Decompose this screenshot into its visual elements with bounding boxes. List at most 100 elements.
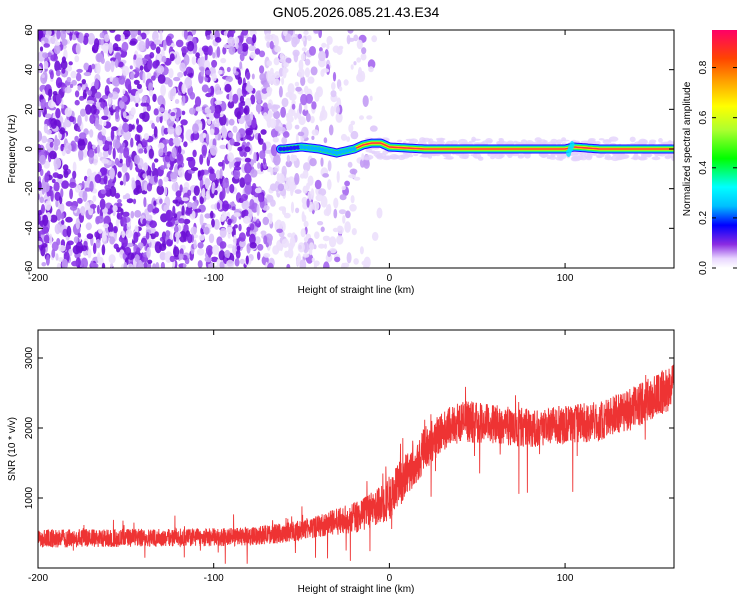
spectrogram-cell xyxy=(330,90,337,98)
spectrogram-cell xyxy=(169,255,175,263)
spectrogram-cell xyxy=(146,72,152,81)
spectrogram-cell xyxy=(301,47,307,52)
spectrogram-cell xyxy=(207,45,213,56)
spectrogram-cell xyxy=(339,194,347,201)
spectrogram-cell xyxy=(151,162,156,172)
spectrogram-cell xyxy=(259,65,265,74)
spectrogram-cell xyxy=(668,140,672,145)
spectrogram-cell xyxy=(82,89,87,100)
spectrogram-cell xyxy=(66,76,72,83)
spectrogram-cell xyxy=(291,103,296,110)
spectrogram-cell xyxy=(134,210,142,218)
spectrogram-y-tick-label: 60 xyxy=(24,24,35,36)
spectrogram-cell xyxy=(163,39,167,51)
spectrogram-cell xyxy=(69,83,74,89)
spectrogram-cell xyxy=(184,77,193,89)
spectrogram-cell xyxy=(90,104,97,115)
spectrogram-cell xyxy=(204,256,212,263)
spectrogram-cell xyxy=(303,220,309,228)
spectrogram-cell xyxy=(215,36,222,43)
spectrogram-cell xyxy=(324,243,327,249)
spectrogram-cell xyxy=(217,69,223,75)
spectrogram-cell xyxy=(232,93,239,104)
spectrogram-cell xyxy=(72,161,77,173)
spectrogram-cell xyxy=(639,139,647,144)
spectrogram-cell xyxy=(148,82,154,93)
spectrogram-cell xyxy=(258,194,264,203)
spectrogram-cell xyxy=(269,214,273,225)
spectrogram-cell xyxy=(45,254,50,266)
spectrogram-cell xyxy=(114,46,122,52)
spectrogram-cell xyxy=(87,248,92,259)
spectrogram-cell xyxy=(44,113,52,119)
spectrogram-cell xyxy=(53,144,59,151)
spectrogram-cell xyxy=(400,154,410,159)
spectrogram-cell xyxy=(365,148,373,153)
spectrogram-cell xyxy=(281,136,288,145)
spectrogram-cell xyxy=(123,130,131,141)
spectrogram-cell xyxy=(260,162,264,172)
spectrogram-cell xyxy=(72,170,77,179)
spectrogram-cell xyxy=(79,95,85,101)
spectrogram-cell xyxy=(239,258,245,265)
spectrogram-cell xyxy=(235,249,241,259)
spectrogram-cell xyxy=(311,135,315,140)
spectrogram-cell xyxy=(211,218,215,228)
spectrogram-cell xyxy=(446,140,454,145)
spectrogram-cell xyxy=(147,58,153,71)
spectrogram-cell xyxy=(151,122,156,129)
spectrogram-cell xyxy=(109,30,116,33)
spectrogram-cell xyxy=(245,255,249,265)
spectrogram-cell xyxy=(197,260,203,268)
spectrogram-cell xyxy=(274,126,283,132)
spectrogram-cell xyxy=(327,250,332,257)
spectrogram-cell xyxy=(322,173,329,178)
colorbar-label: Normalized spectral amplitude xyxy=(682,81,693,216)
spectrogram-cell xyxy=(266,60,273,67)
spectrogram-cell xyxy=(540,153,547,157)
spectrogram-cell xyxy=(104,34,110,42)
spectrogram-cell xyxy=(222,178,229,189)
spectrogram-cell xyxy=(320,226,325,233)
colorbar-tick-label: 0.0 xyxy=(698,261,709,275)
spectrogram-cell xyxy=(281,97,289,108)
spectrogram-cell xyxy=(298,102,302,114)
spectrogram-cell xyxy=(206,35,211,40)
spectrogram-cell xyxy=(159,198,163,204)
spectrogram-cell xyxy=(336,235,344,245)
spectrogram-cell xyxy=(117,171,122,179)
snr-frame xyxy=(37,329,675,569)
spectrogram-cell xyxy=(300,228,306,238)
spectrogram-cell xyxy=(325,204,331,217)
spectrogram-cell xyxy=(274,221,279,231)
spectrogram-cell xyxy=(58,257,64,262)
spectrogram-cell xyxy=(156,184,165,196)
colorbar-tick-label: 0.2 xyxy=(698,211,709,225)
spectrogram-cell xyxy=(74,135,79,143)
spectrogram-cell xyxy=(285,160,292,168)
spectrogram-cell xyxy=(321,42,327,48)
spectrogram-cell xyxy=(246,243,251,254)
spectrogram-cell xyxy=(197,57,203,67)
spectrogram-cell xyxy=(596,155,603,159)
spectrogram-cell xyxy=(320,109,328,121)
spectrogram-cell xyxy=(104,184,110,191)
spectrogram-cell xyxy=(413,153,419,157)
spectrogram-cell xyxy=(175,39,184,48)
spectrogram-cell xyxy=(303,236,309,242)
spectrogram-cell xyxy=(219,261,225,268)
spectrogram-cell xyxy=(197,242,204,249)
spectrogram-cell xyxy=(90,260,94,267)
spectrogram-cell xyxy=(249,233,256,245)
spectrogram-cell xyxy=(245,84,254,93)
spectrogram-cell xyxy=(254,187,262,194)
spectrogram-cell xyxy=(175,125,182,136)
spectrogram-cell xyxy=(322,235,330,242)
spectrogram-cell xyxy=(353,34,359,42)
spectrogram-cell xyxy=(66,225,72,238)
spectrogram-cell xyxy=(343,79,349,86)
spectrogram-cell xyxy=(73,236,79,244)
spectrogram-cell xyxy=(269,183,277,191)
spectrogram-cell xyxy=(136,83,142,90)
